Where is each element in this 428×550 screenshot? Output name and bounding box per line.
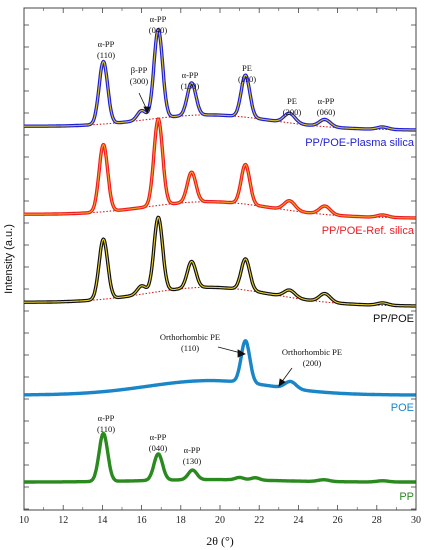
fit-line: [24, 216, 416, 307]
annotation-label: α-PP (040): [149, 432, 168, 453]
y-axis-ticks: [24, 24, 416, 510]
arrowhead: [143, 106, 151, 114]
x-tick-label: 16: [137, 515, 147, 526]
series-curves: [22, 27, 417, 484]
annotation-label: α-PP (130): [183, 445, 202, 466]
x-axis-label: 2θ (°): [206, 534, 234, 548]
annotation-label: PE (110): [238, 63, 256, 84]
plot-frame: [23, 7, 417, 511]
annotation-label: α-PP (060): [317, 96, 336, 117]
x-tick-label: 30: [411, 515, 421, 526]
series-line: [22, 117, 417, 220]
series-line: [22, 339, 417, 397]
annotation-label: α-PP (130): [181, 70, 200, 91]
x-tick-label: 18: [176, 515, 186, 526]
x-tick-label: 14: [97, 515, 107, 526]
annotation-label: PE (200): [283, 96, 302, 117]
arrow: [217, 346, 242, 354]
annotation-label: β-PP (300): [130, 65, 149, 86]
annotation-label: Orthorhombic PE (110): [160, 332, 220, 353]
x-tick-label: 24: [293, 515, 303, 526]
x-tick-label: 20: [215, 515, 225, 526]
x-tick-label: 12: [58, 515, 68, 526]
series-line: [22, 431, 417, 484]
annotation-label: α-PP (110): [97, 39, 115, 60]
x-tick-label: 10: [19, 515, 29, 526]
series-label-pp: PP: [399, 491, 414, 503]
series-label-pppoe: PP/POE: [373, 313, 414, 325]
annotation-label: α-PP (040): [149, 14, 168, 35]
arrowhead: [237, 349, 246, 358]
x-tick-label: 22: [254, 515, 264, 526]
series-label-ref: PP/POE-Ref. silica: [322, 225, 415, 237]
y-axis-label: Intensity (a.u.): [3, 224, 15, 294]
x-tick-label: 26: [333, 515, 343, 526]
annotation-label: α-PP (110): [97, 413, 115, 434]
x-tick-label: 28: [372, 515, 382, 526]
arrowhead: [278, 378, 286, 387]
peak-annotations: α-PP (110) α-PP (040) β-PP (300) α-PP (130) …: [97, 14, 342, 466]
fit-line: [24, 118, 416, 219]
annotation-arrows: [138, 92, 293, 387]
series-label-poe: POE: [391, 402, 414, 414]
x-axis-ticks: 10 12 14 16 18 20 22 24 26 28 30: [19, 8, 421, 526]
fit-line: [24, 28, 416, 131]
series-label-plasma: PP/POE-Plasma silica: [305, 137, 415, 149]
annotation-label: Orthorhombic PE (200): [282, 347, 342, 368]
